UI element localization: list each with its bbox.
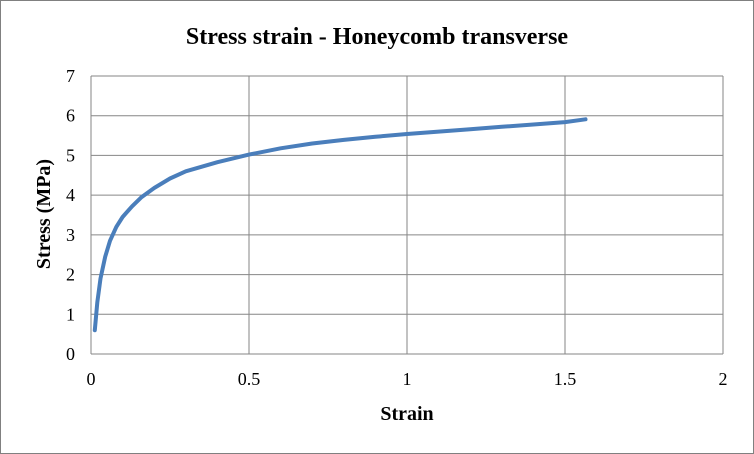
x-axis-label: Strain bbox=[380, 403, 433, 425]
x-tick-labels: 0 0.5 1 1.5 2 bbox=[87, 369, 728, 389]
y-tick-label: 6 bbox=[66, 106, 75, 126]
y-tick-label: 4 bbox=[66, 185, 75, 205]
x-tick-label: 1.5 bbox=[554, 369, 577, 389]
series-lines bbox=[92, 117, 588, 333]
x-tick-label: 0.5 bbox=[238, 369, 261, 389]
y-tick-label: 0 bbox=[66, 344, 75, 364]
gridlines bbox=[90, 75, 724, 355]
x-tick-label: 2 bbox=[719, 369, 728, 389]
y-tick-label: 7 bbox=[66, 66, 75, 86]
y-tick-label: 3 bbox=[66, 225, 75, 245]
series-line bbox=[92, 117, 588, 333]
y-tick-label: 5 bbox=[66, 145, 75, 165]
x-tick-label: 0 bbox=[87, 369, 96, 389]
x-tick-label: 1 bbox=[403, 369, 412, 389]
y-tick-label: 1 bbox=[66, 304, 75, 324]
y-tick-labels: 0 1 2 3 4 5 6 7 bbox=[66, 66, 75, 364]
y-axis-label: Stress (MPa) bbox=[33, 159, 55, 269]
y-tick-label: 2 bbox=[66, 265, 75, 285]
chart-title: Stress strain - Honeycomb transverse bbox=[186, 24, 569, 50]
